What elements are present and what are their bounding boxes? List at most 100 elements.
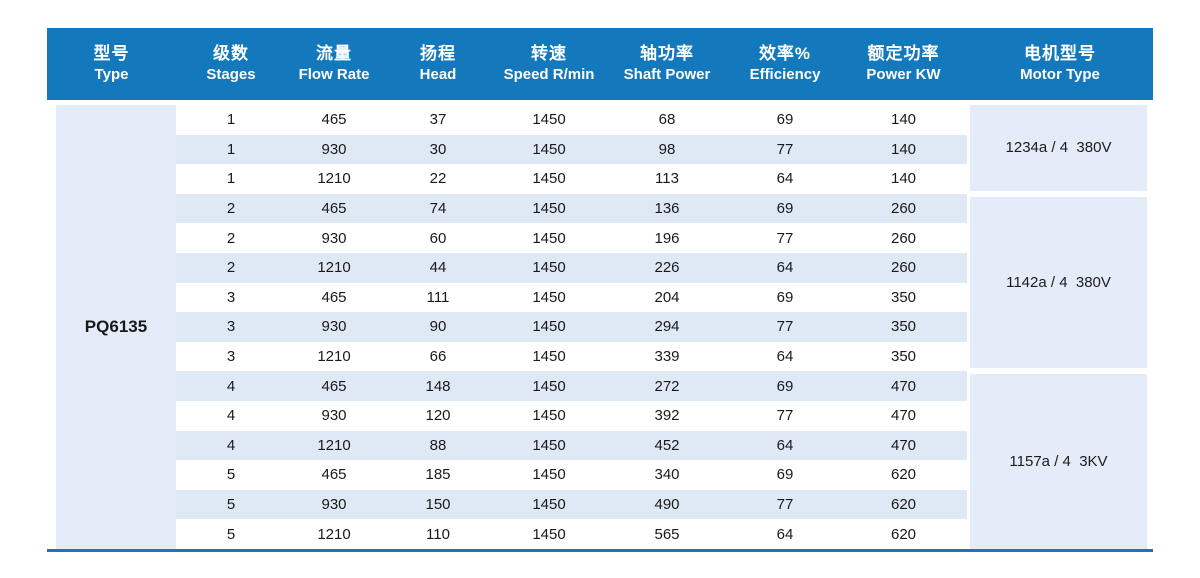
head-cell: 60 [382, 223, 494, 253]
speed-cell: 1450 [494, 282, 604, 313]
flow-cell: 1210 [286, 164, 382, 194]
table-row: 3 1210 66 1450 339 64 350 [47, 341, 1153, 372]
header-motor-type-en: Motor Type [1020, 66, 1100, 84]
stages-cell: 2 [176, 252, 286, 283]
power-cell: 470 [840, 430, 967, 461]
power-cell: 260 [840, 252, 967, 283]
header-flow-rate-en: Flow Rate [298, 66, 370, 84]
flow-cell: 465 [286, 102, 382, 135]
motor-type-cell: 1234a / 4 380V [967, 102, 1153, 194]
flow-cell: 930 [286, 400, 382, 431]
stages-cell: 3 [176, 341, 286, 372]
power-cell: 140 [840, 164, 967, 194]
header-shaft-power-zh: 轴功率 [640, 44, 694, 64]
header-power-kw-en: Power KW [866, 66, 941, 84]
power-cell: 350 [840, 312, 967, 342]
header-head-zh: 扬程 [420, 44, 456, 64]
speed-cell: 1450 [494, 489, 604, 520]
speed-cell: 1450 [494, 252, 604, 283]
stages-cell: 1 [176, 164, 286, 194]
header-flow-rate: 流量 Flow Rate [286, 28, 382, 105]
flow-cell: 1210 [286, 519, 382, 551]
eff-cell: 69 [730, 460, 840, 490]
head-cell: 120 [382, 400, 494, 431]
power-cell: 620 [840, 519, 967, 551]
stages-cell: 2 [176, 223, 286, 253]
eff-cell: 64 [730, 341, 840, 372]
eff-cell: 77 [730, 223, 840, 253]
shaft-cell: 196 [604, 223, 730, 253]
eff-cell: 77 [730, 134, 840, 165]
speed-cell: 1450 [494, 371, 604, 401]
shaft-cell: 113 [604, 164, 730, 194]
shaft-cell: 226 [604, 252, 730, 283]
flow-cell: 465 [286, 193, 382, 224]
header-power-kw-zh: 额定功率 [867, 44, 940, 64]
stages-cell: 5 [176, 460, 286, 490]
stages-cell: 4 [176, 430, 286, 461]
flow-cell: 465 [286, 460, 382, 490]
shaft-cell: 204 [604, 282, 730, 313]
header-efficiency-en: Efficiency [749, 66, 821, 84]
power-cell: 140 [840, 134, 967, 165]
motor-type-value: 1234a / 4 380V [970, 105, 1147, 191]
shaft-cell: 452 [604, 430, 730, 461]
head-cell: 37 [382, 102, 494, 135]
header-power-kw: 额定功率 Power KW [840, 28, 967, 105]
power-cell: 140 [840, 102, 967, 135]
shaft-cell: 68 [604, 102, 730, 135]
speed-cell: 1450 [494, 193, 604, 224]
eff-cell: 77 [730, 400, 840, 431]
shaft-cell: 392 [604, 400, 730, 431]
table-row: 1 1210 22 1450 113 64 140 [47, 164, 1153, 194]
table-body: PQ6135 1 465 37 1450 68 69 140 1234a / 4 380V 1 93… [47, 102, 1153, 551]
speed-cell: 1450 [494, 134, 604, 165]
pump-type-value: PQ6135 [56, 105, 176, 549]
speed-cell: 1450 [494, 312, 604, 342]
table-row: 5 930 150 1450 490 77 620 [47, 489, 1153, 520]
stages-cell: 3 [176, 282, 286, 313]
eff-cell: 69 [730, 193, 840, 224]
header-speed-zh: 转速 [531, 44, 567, 64]
speed-cell: 1450 [494, 460, 604, 490]
flow-cell: 1210 [286, 252, 382, 283]
stages-cell: 5 [176, 489, 286, 520]
power-cell: 470 [840, 371, 967, 401]
header-type-zh: 型号 [93, 44, 130, 64]
motor-type-cell: 1157a / 4 3KV [967, 371, 1153, 551]
header-head-en: Head [419, 66, 457, 84]
eff-cell: 77 [730, 489, 840, 520]
table-row: 4 465 148 1450 272 69 470 1157a / 4 3KV [47, 371, 1153, 551]
eff-cell: 69 [730, 371, 840, 401]
header-row: 型号 Type 级数 Stages 流量 Flow Rate 扬程 Head 转… [47, 28, 1153, 105]
flow-cell: 930 [286, 489, 382, 520]
table-row: 1 930 30 1450 98 77 140 [47, 134, 1153, 165]
eff-cell: 69 [730, 282, 840, 313]
speed-cell: 1450 [494, 223, 604, 253]
power-cell: 620 [840, 460, 967, 490]
table-row: 5 1210 110 1450 565 64 620 [47, 519, 1153, 551]
header-efficiency: 效率% Efficiency [730, 28, 840, 105]
header-stages-zh: 级数 [213, 44, 249, 64]
header-motor-type-zh: 电机型号 [1024, 44, 1096, 64]
head-cell: 90 [382, 312, 494, 342]
shaft-cell: 98 [604, 134, 730, 165]
shaft-cell: 490 [604, 489, 730, 520]
stages-cell: 4 [176, 371, 286, 401]
speed-cell: 1450 [494, 430, 604, 461]
table-row: 4 1210 88 1450 452 64 470 [47, 430, 1153, 461]
table-row: 2 465 74 1450 136 69 260 1142a / 4 380V [47, 193, 1153, 372]
eff-cell: 64 [730, 252, 840, 283]
motor-type-cell: 1142a / 4 380V [967, 193, 1153, 372]
speed-cell: 1450 [494, 102, 604, 135]
table-row: 3 465 111 1450 204 69 350 [47, 282, 1153, 313]
head-cell: 22 [382, 164, 494, 194]
stages-cell: 1 [176, 134, 286, 165]
head-cell: 30 [382, 134, 494, 165]
eff-cell: 64 [730, 519, 840, 551]
flow-cell: 930 [286, 134, 382, 165]
speed-cell: 1450 [494, 341, 604, 372]
header-shaft-power: 轴功率 Shaft Power [604, 28, 730, 105]
table-row: 3 930 90 1450 294 77 350 [47, 312, 1153, 342]
head-cell: 185 [382, 460, 494, 490]
